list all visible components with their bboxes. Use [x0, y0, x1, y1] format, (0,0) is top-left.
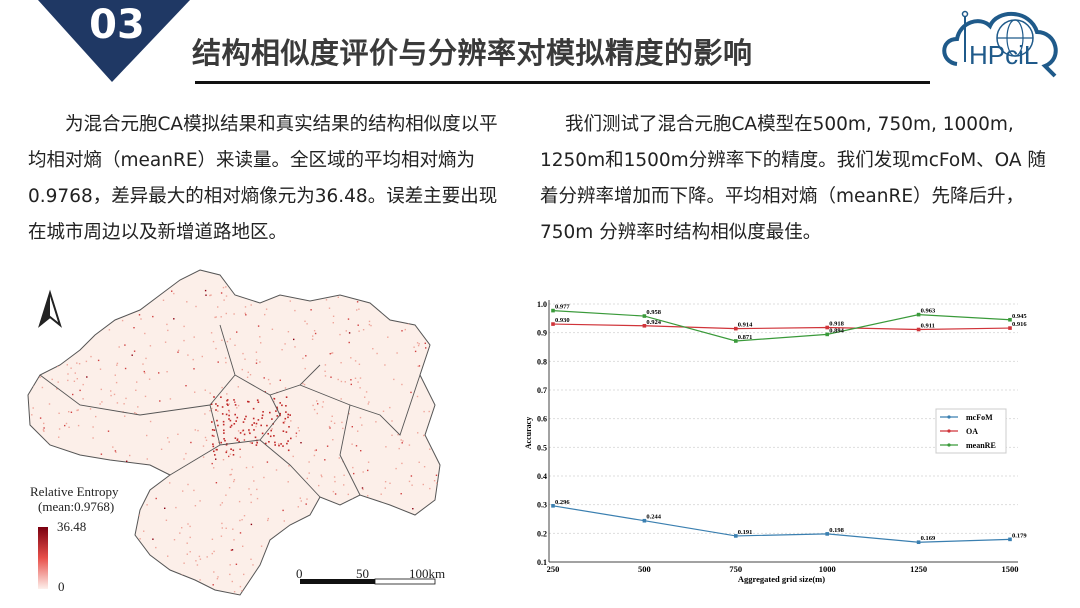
data-point-meanRE: [916, 312, 921, 317]
right-description: 我们测试了混合元胞CA模型在500m, 750m, 1000m, 1250m和1…: [540, 114, 1046, 243]
accuracy-line-chart: 0.1 0.2 0.3 0.4 0.5 0.6 0.7 0.8 0.9 1.0 250 500 750 1…: [524, 300, 1027, 584]
series-line-meanRE: [552, 309, 1011, 342]
data-label-OA: 0.914: [738, 322, 753, 329]
data-label-OA: 0.918: [829, 321, 844, 328]
data-point-mcFoM: [642, 518, 647, 523]
data-label-OA: 0.911: [921, 323, 935, 330]
district-boundaries: [39, 324, 421, 498]
legend-max: 36.48: [57, 519, 87, 534]
data-point-meanRE: [551, 308, 555, 313]
x-tick-label: 250: [547, 564, 560, 574]
data-label-meanRE: 0.963: [921, 308, 936, 315]
legend-colorbar: [38, 527, 48, 589]
data-point-meanRE: [825, 332, 829, 337]
series-line-OA: [552, 323, 1011, 331]
data-label-meanRE: 0.871: [738, 334, 753, 341]
legend-title: Relative Entropy: [30, 484, 119, 499]
legend-label: meanRE: [966, 441, 996, 450]
data-point-OA: [734, 326, 738, 331]
legend-subtitle: (mean:0.9768): [38, 499, 115, 514]
x-tick-label: 1250: [910, 564, 927, 574]
data-label-meanRE: 0.977: [555, 304, 570, 311]
y-tick-label: 0.6: [537, 415, 547, 424]
data-point-mcFoM: [734, 534, 738, 538]
data-label-mcFoM: 0.191: [738, 529, 753, 536]
x-tick-label: 750: [729, 564, 742, 574]
data-point-OA: [1008, 326, 1012, 330]
data-point-mcFoM: [916, 540, 921, 545]
data-point-OA: [642, 323, 647, 328]
data-point-mcFoM: [825, 532, 829, 536]
title-underline: [195, 81, 930, 84]
scale-label-0: 0: [296, 566, 303, 581]
svg-text:HPciL: HPciL: [969, 40, 1038, 70]
data-label-OA: 0.930: [555, 317, 570, 324]
scale-label-100km: 100km: [409, 566, 446, 581]
data-point-mcFoM: [551, 504, 555, 508]
data-label-mcFoM: 0.296: [555, 499, 570, 506]
section-banner: [38, 0, 190, 82]
relative-entropy-map: Relative Entropy (mean:0.9768) 36.48 0 0…: [20, 265, 450, 600]
section-number: 03: [89, 2, 145, 48]
page-title: 结构相似度评价与分辨率对模拟精度的影响: [192, 36, 753, 70]
map-drawing: [27, 269, 441, 596]
data-point-meanRE: [1008, 317, 1012, 322]
data-point-OA: [551, 322, 555, 326]
y-tick-label: 0.8: [537, 357, 547, 366]
y-tick-label: 0.4: [537, 472, 547, 481]
data-label-OA: 0.924: [646, 319, 661, 326]
data-label-meanRE: 0.958: [646, 309, 661, 316]
legend-label: mcFoM: [966, 413, 993, 422]
data-point-meanRE: [642, 314, 647, 318]
data-label-meanRE: 0.945: [1012, 313, 1027, 320]
y-tick-label: 1.0: [537, 300, 547, 309]
data-label-meanRE: 0.894: [829, 327, 844, 334]
x-tick-label: 1500: [1002, 564, 1019, 574]
scale-label-50: 50: [356, 566, 369, 581]
y-tick-label: 0.1: [537, 558, 547, 567]
y-tick-label: 0.2: [537, 529, 547, 538]
legend-label: OA: [966, 427, 978, 436]
y-tick-label: 0.9: [537, 329, 547, 338]
north-arrow-icon: [38, 289, 62, 328]
data-label-OA: 0.916: [1012, 321, 1027, 328]
data-point-OA: [916, 327, 921, 332]
y-tick-label: 0.7: [537, 386, 547, 395]
data-label-mcFoM: 0.244: [646, 514, 661, 521]
x-axis-label: Aggregated grid size(m): [738, 574, 825, 584]
y-axis-label: Accuracy: [524, 417, 533, 449]
y-tick-label: 0.5: [537, 443, 547, 452]
scale-bar-black: [300, 579, 375, 584]
hpcil-logo: HPciL: [942, 10, 1058, 78]
data-label-mcFoM: 0.179: [1012, 532, 1027, 539]
x-tick-label: 1000: [819, 564, 836, 574]
left-description: 为混合元胞CA模拟结果和真实结果的结构相似度以平均相对熵（meanRE）来读量。…: [28, 114, 498, 243]
data-label-mcFoM: 0.169: [921, 535, 936, 542]
data-point-meanRE: [734, 339, 738, 343]
scale-bar-white: [374, 578, 436, 585]
series-line-mcFoM: [552, 505, 1011, 543]
y-tick-label: 0.3: [537, 501, 547, 510]
x-tick-label: 500: [638, 564, 651, 574]
legend-min: 0: [58, 579, 65, 594]
legend: mcFoM OA meanRE: [935, 408, 1007, 454]
data-point-OA: [825, 325, 829, 330]
data-point-mcFoM: [1008, 537, 1012, 542]
data-label-mcFoM: 0.198: [829, 527, 844, 534]
